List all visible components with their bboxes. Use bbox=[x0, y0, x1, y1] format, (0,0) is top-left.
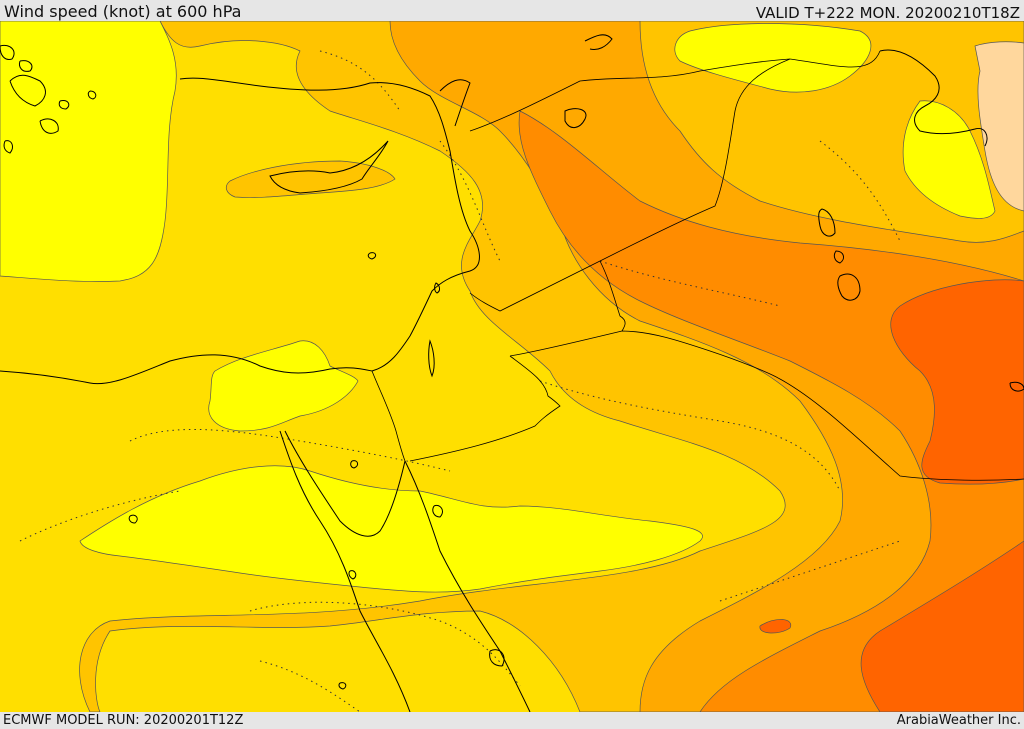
field-peach bbox=[974, 41, 1024, 212]
field-light-yellow-delta bbox=[208, 340, 359, 432]
field-dark-orange-e bbox=[890, 279, 1024, 485]
header-bar: Wind speed (knot) at 600 hPa VALID T+222… bbox=[0, 0, 1024, 21]
field-light-yellow-ne bbox=[674, 23, 872, 93]
field-light-yellow-egypt bbox=[79, 465, 703, 593]
country-borders bbox=[371, 50, 1024, 481]
footer-bar: ECMWF MODEL RUN: 20200201T12Z ArabiaWeat… bbox=[0, 712, 1024, 729]
credit-label: ArabiaWeather Inc. bbox=[896, 713, 1021, 728]
map-canvas bbox=[0, 21, 1024, 712]
field-gold-cyprus bbox=[225, 160, 396, 198]
dotted-isolines bbox=[19, 50, 901, 712]
field-dark-orange-spot bbox=[759, 619, 792, 634]
field-gold-north bbox=[79, 21, 1024, 712]
field-dark-orange-se bbox=[860, 540, 1024, 712]
map-title: Wind speed (knot) at 600 hPa bbox=[4, 2, 242, 21]
wind-speed-map bbox=[0, 21, 1024, 712]
model-run-label: ECMWF MODEL RUN: 20200201T12Z bbox=[3, 713, 244, 728]
field-light-yellow-east bbox=[902, 100, 996, 219]
coastlines bbox=[0, 34, 1024, 712]
valid-time: VALID T+222 MON. 20200210T18Z bbox=[755, 4, 1020, 22]
field-light-yellow-west bbox=[0, 21, 177, 282]
field-orange bbox=[518, 110, 1024, 712]
